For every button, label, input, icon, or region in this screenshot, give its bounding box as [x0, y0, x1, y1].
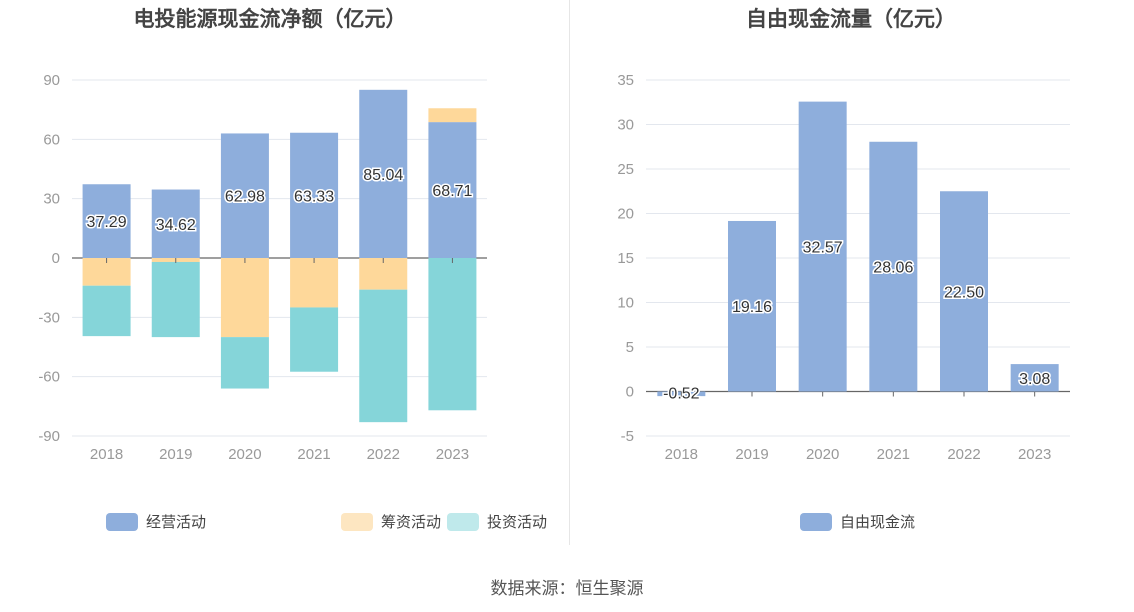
x-tick-label: 2022	[947, 446, 980, 463]
x-tick-label: 2021	[297, 446, 330, 463]
legend-label-经营活动: 经营活动	[146, 514, 206, 531]
bar-投资活动	[290, 307, 339, 372]
x-tick-label: 2022	[367, 446, 400, 463]
legend-swatch-自由现金流	[800, 513, 832, 531]
legend-swatch-筹资活动	[341, 513, 373, 531]
data-label: 28.06	[873, 260, 913, 277]
data-label: 3.08	[1019, 371, 1050, 388]
x-tick-label: 2019	[735, 446, 768, 463]
data-label: 22.50	[944, 284, 984, 301]
y-tick-label: 0	[52, 250, 60, 267]
chart-title: 自由现金流量（亿元）	[746, 7, 956, 31]
legend-label-投资活动: 投资活动	[487, 514, 547, 531]
y-tick-label: -30	[38, 309, 60, 326]
data-label: 85.04	[363, 167, 403, 184]
data-label: 68.71	[432, 183, 472, 200]
chart-cashflow: 电投能源现金流净额（亿元） 90 60 30 0 -30 -60 -90 37.29 34.62 6…	[38, 7, 547, 531]
y-tick-label: -60	[38, 369, 60, 386]
legend-label-自由现金流: 自由现金流	[840, 514, 915, 531]
bar-投资活动	[220, 337, 269, 389]
y-tick-label: -90	[38, 428, 60, 445]
bar-自由现金流	[940, 191, 988, 392]
bar-经营活动	[428, 122, 477, 258]
data-label: 63.33	[294, 188, 334, 205]
data-label: 19.16	[732, 299, 772, 316]
bar-筹资活动	[290, 258, 339, 308]
bar-经营活动	[220, 133, 269, 258]
x-tick-label: 2018	[90, 446, 123, 463]
chart-fcf: 自由现金流量（亿元）35302520151050-5-0.5219.1632.5…	[617, 7, 1070, 531]
data-label: 34.62	[156, 217, 196, 234]
y-tick-label: 35	[617, 72, 634, 89]
bar-经营活动	[151, 189, 200, 258]
bar-自由现金流	[869, 141, 918, 392]
legend-swatch-投资活动	[447, 513, 479, 531]
y-tick-label: 90	[43, 72, 60, 89]
bar-经营活动	[290, 132, 339, 258]
bar-自由现金流	[728, 220, 776, 392]
legend-swatch-经营活动	[106, 513, 138, 531]
x-tick-label: 2019	[159, 446, 192, 463]
x-tick-label: 2023	[1018, 446, 1051, 463]
y-tick-label: 0	[626, 384, 634, 401]
y-tick-label: 30	[43, 191, 60, 208]
y-tick-label: 10	[617, 295, 634, 312]
bar-自由现金流	[1010, 364, 1059, 392]
bar-投资活动	[359, 289, 408, 423]
x-tick-label: 2020	[806, 446, 839, 463]
y-tick-label: 30	[617, 117, 634, 134]
bar-投资活动	[82, 285, 131, 337]
y-tick-label: -5	[621, 428, 634, 445]
x-tick-label: 2020	[228, 446, 261, 463]
legend-label-筹资活动: 筹资活动	[381, 514, 441, 531]
data-label: 32.57	[803, 240, 843, 257]
y-tick-label: 25	[617, 161, 634, 178]
bar-筹资活动	[428, 108, 477, 123]
bar-自由现金流	[798, 101, 847, 392]
bar-经营活动	[82, 184, 131, 258]
data-label: 62.98	[225, 189, 265, 206]
bar-筹资活动	[359, 258, 408, 290]
bar-经营活动	[359, 89, 408, 258]
y-tick-label: 15	[617, 250, 634, 267]
bar-投资活动	[428, 258, 477, 411]
data-source-note: 数据来源：恒生聚源	[490, 579, 644, 598]
data-label: 37.29	[87, 214, 127, 231]
bar-投资活动	[151, 261, 200, 338]
x-tick-label: 2023	[436, 446, 469, 463]
bar-筹资活动	[220, 258, 269, 338]
panel-divider	[569, 0, 570, 545]
x-tick-label: 2021	[877, 446, 910, 463]
chart-title: 电投能源现金流净额（亿元）	[134, 7, 407, 31]
x-tick-label: 2018	[665, 446, 698, 463]
y-tick-label: 5	[626, 339, 634, 356]
y-tick-label: 20	[617, 206, 634, 223]
y-tick-label: 60	[43, 131, 60, 148]
